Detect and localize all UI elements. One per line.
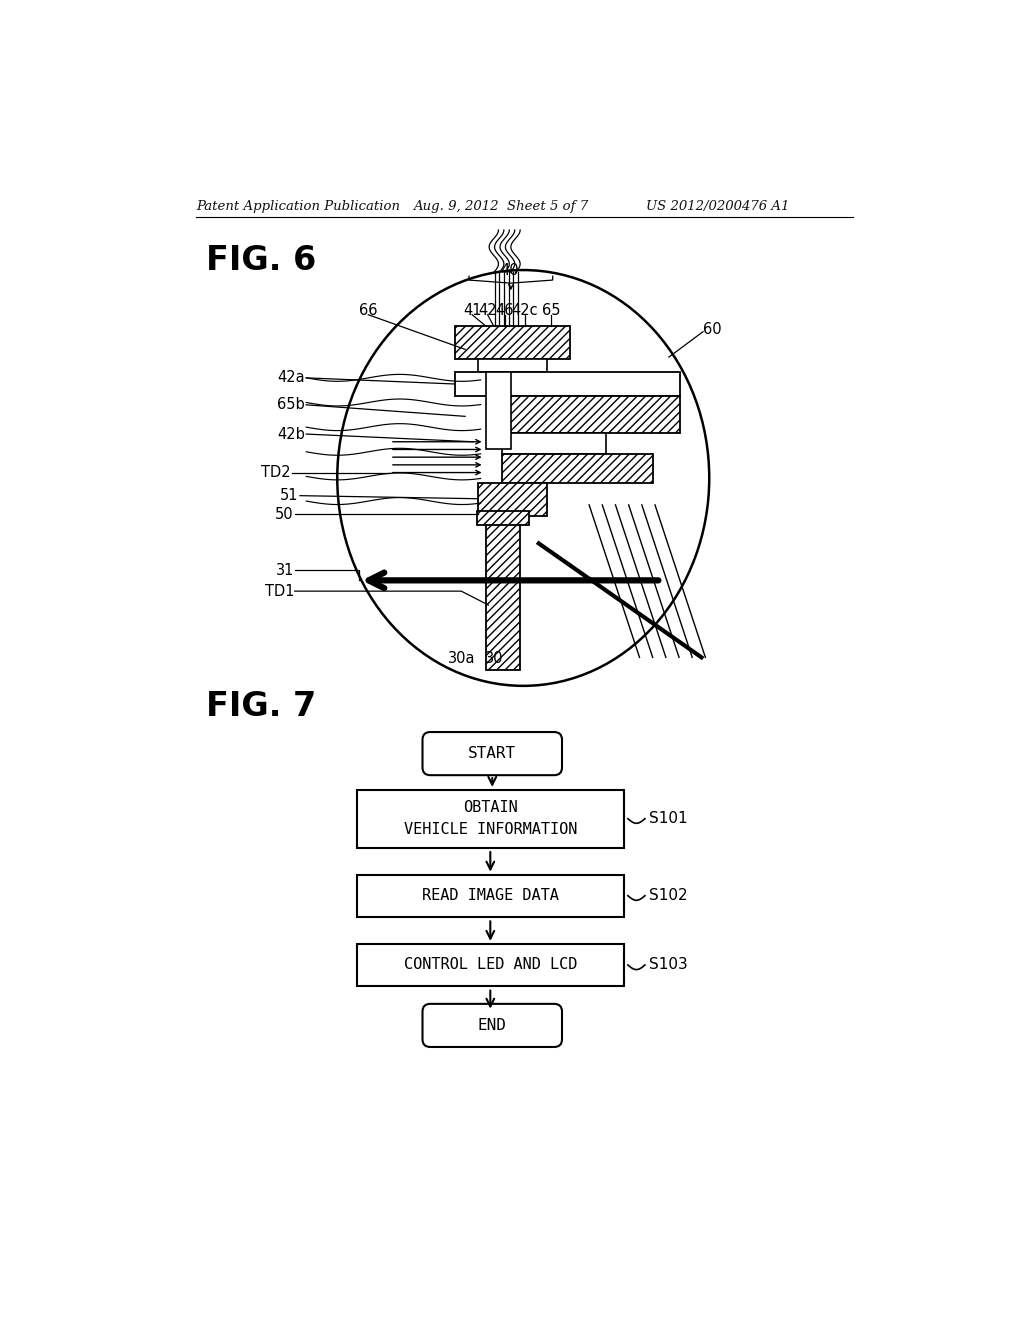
Bar (478, 359, 547, 372)
Text: 60: 60 (703, 322, 722, 337)
Text: S103: S103 (649, 957, 687, 973)
Text: 51: 51 (280, 488, 299, 503)
Text: START: START (468, 746, 516, 762)
Text: 30: 30 (484, 651, 503, 667)
Text: 31: 31 (276, 562, 295, 578)
FancyBboxPatch shape (423, 1003, 562, 1047)
Text: 42: 42 (478, 302, 497, 318)
Ellipse shape (337, 271, 710, 686)
Text: 50: 50 (274, 507, 293, 521)
Text: FIG. 7: FIG. 7 (206, 690, 315, 723)
Bar (356, 789, 624, 847)
Text: 46: 46 (496, 302, 514, 318)
Text: S102: S102 (649, 888, 687, 903)
Text: END: END (478, 1018, 507, 1034)
Text: 66: 66 (359, 302, 378, 318)
Text: S101: S101 (649, 812, 687, 826)
Bar (486, 516, 520, 669)
Bar (502, 433, 606, 454)
Text: 42b: 42b (276, 426, 305, 442)
Text: 30a: 30a (447, 651, 475, 667)
Text: 42c: 42c (511, 302, 539, 318)
Text: READ IMAGE DATA: READ IMAGE DATA (422, 888, 559, 903)
FancyBboxPatch shape (423, 733, 562, 775)
Text: 41: 41 (463, 302, 481, 318)
Text: TD2: TD2 (261, 465, 291, 480)
Text: TD1: TD1 (265, 583, 295, 599)
Bar (455, 372, 680, 396)
Text: OBTAIN
VEHICLE INFORMATION: OBTAIN VEHICLE INFORMATION (403, 800, 577, 837)
Bar (502, 454, 653, 483)
Bar (455, 326, 569, 359)
Bar (486, 372, 511, 449)
Text: 65b: 65b (276, 397, 305, 412)
Text: Patent Application Publication: Patent Application Publication (197, 199, 400, 213)
Bar (356, 944, 624, 986)
Text: CONTROL LED AND LCD: CONTROL LED AND LCD (403, 957, 577, 973)
Text: 42a: 42a (278, 371, 305, 385)
Bar (502, 396, 680, 433)
Text: US 2012/0200476 A1: US 2012/0200476 A1 (646, 199, 790, 213)
Bar (478, 483, 547, 516)
Text: 65: 65 (542, 302, 560, 318)
Bar (356, 874, 624, 917)
Text: 40: 40 (500, 263, 518, 277)
Bar (477, 511, 529, 525)
Text: FIG. 6: FIG. 6 (206, 244, 315, 277)
Text: Aug. 9, 2012  Sheet 5 of 7: Aug. 9, 2012 Sheet 5 of 7 (414, 199, 589, 213)
